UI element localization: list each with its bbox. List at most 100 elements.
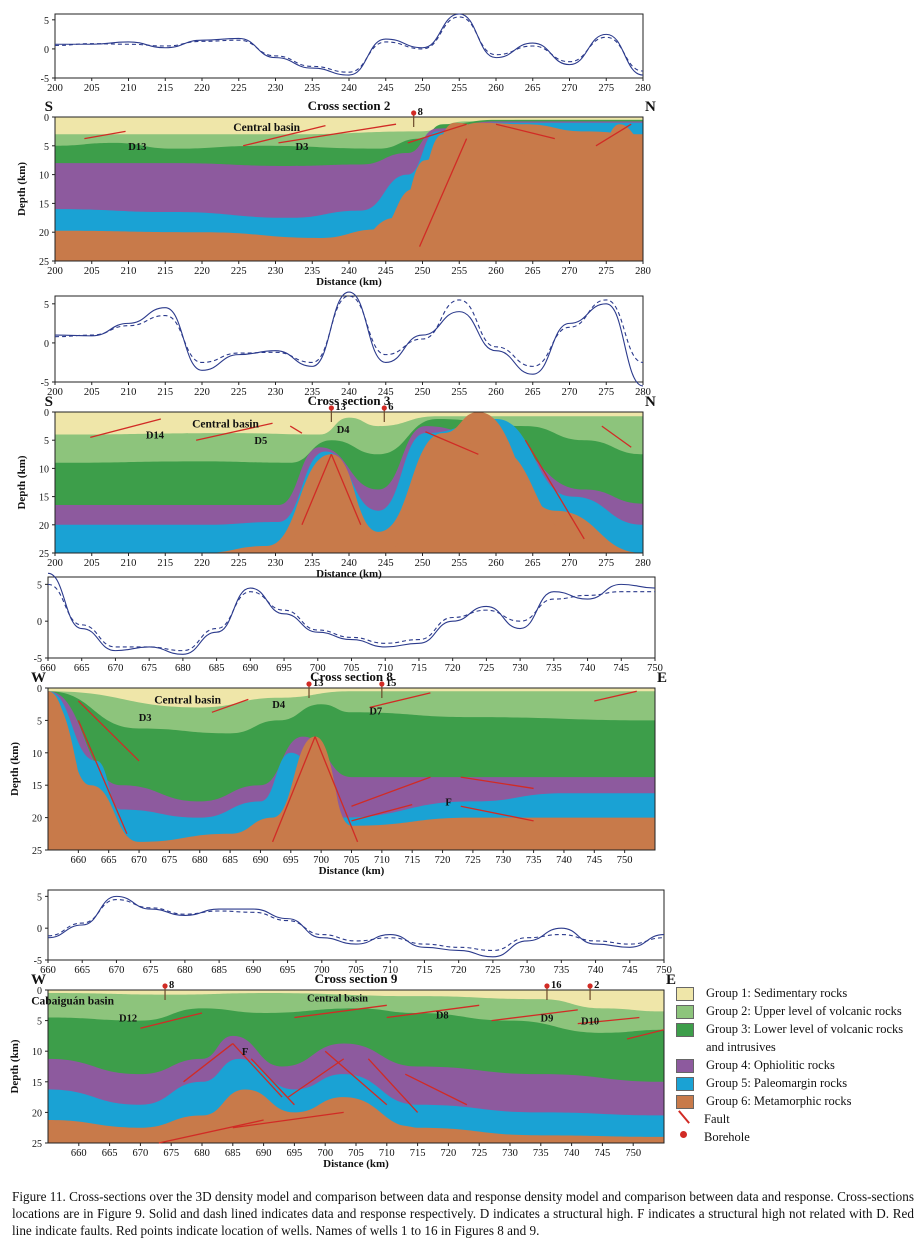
x-tick-label: 680	[175, 663, 191, 674]
y-tick-label: 0	[44, 45, 49, 56]
data-line	[47, 572, 656, 655]
x-tick-label: 280	[635, 387, 651, 398]
well-label: 15	[386, 678, 397, 689]
x-tick-label: 240	[341, 387, 357, 398]
fault-line	[626, 1029, 665, 1040]
distance-tick-label: 275	[598, 558, 614, 569]
distance-axis-label: Distance (km)	[316, 276, 382, 288]
fault-line	[351, 804, 413, 822]
distance-tick-label: 200	[47, 266, 63, 277]
distance-tick-label: 235	[304, 266, 320, 277]
distance-tick-label: 745	[586, 855, 602, 866]
fault-line	[404, 1073, 468, 1106]
x-tick-label: 215	[157, 387, 173, 398]
distance-tick-label: 725	[471, 1148, 487, 1159]
y-tick-label: 0	[37, 617, 42, 628]
direction-left: S	[45, 394, 53, 410]
x-tick-label: 210	[121, 387, 137, 398]
fault-line	[524, 439, 585, 540]
x-tick-label: 710	[377, 663, 393, 674]
x-tick-label: 710	[382, 965, 398, 976]
depth-tick-label: 5	[37, 716, 42, 727]
distance-tick-label: 710	[374, 855, 390, 866]
x-tick-label: 665	[74, 663, 90, 674]
fault-line	[314, 736, 359, 843]
section-label: Central basin	[192, 418, 259, 430]
depth-axis-label: Depth (km)	[16, 162, 28, 216]
x-tick-label: 720	[445, 663, 461, 674]
distance-tick-label: 730	[502, 1148, 518, 1159]
fault-line	[84, 130, 126, 140]
x-tick-label: 205	[84, 387, 100, 398]
x-tick-label: 745	[613, 663, 629, 674]
depth-tick-label: 0	[37, 986, 42, 997]
well-label: 13	[313, 678, 324, 689]
direction-left: S	[45, 99, 53, 115]
distance-tick-label: 700	[317, 1148, 333, 1159]
distance-tick-label: 675	[162, 855, 178, 866]
depth-tick-label: 20	[39, 228, 49, 239]
distance-tick-label: 245	[378, 266, 394, 277]
distance-tick-label: 275	[598, 266, 614, 277]
depth-tick-label: 15	[32, 781, 42, 792]
fault-line	[495, 123, 555, 140]
distance-tick-label: 750	[617, 855, 633, 866]
direction-right: E	[657, 670, 667, 686]
distance-tick-label: 680	[194, 1148, 210, 1159]
fault-line	[418, 138, 468, 247]
x-tick-label: 245	[378, 83, 394, 94]
data-line	[54, 291, 644, 387]
x-tick-label: 215	[157, 83, 173, 94]
layer-group6	[48, 1120, 664, 1143]
distance-tick-label: 745	[595, 1148, 611, 1159]
y-tick-label: -5	[41, 74, 49, 85]
x-tick-label: 265	[525, 83, 541, 94]
swatch-group2	[676, 1005, 694, 1019]
x-tick-label: 690	[245, 965, 261, 976]
distance-tick-label: 250	[415, 558, 431, 569]
x-tick-label: 260	[488, 83, 504, 94]
x-tick-label: 280	[635, 83, 651, 94]
y-tick-label: 0	[37, 924, 42, 935]
section-title: Cross section 2	[308, 98, 391, 113]
x-tick-label: 735	[546, 663, 562, 674]
direction-right: E	[666, 972, 676, 988]
section-label: D7	[369, 707, 382, 718]
distance-axis-label: Distance (km)	[323, 1158, 389, 1170]
section-label: F	[242, 1047, 248, 1058]
x-tick-label: 725	[479, 663, 495, 674]
well-label: 2	[594, 980, 599, 991]
section-label: D12	[119, 1014, 137, 1025]
distance-tick-label: 660	[71, 1148, 87, 1159]
section-title: Cross section 8	[310, 669, 393, 684]
distance-tick-label: 725	[465, 855, 481, 866]
borehole-marker	[328, 405, 334, 411]
distance-axis-label: Distance (km)	[319, 865, 385, 877]
depth-tick-label: 20	[32, 814, 42, 825]
legend-label: Group 4: Ophiolitic rocks	[706, 1058, 835, 1072]
fault-line	[577, 1016, 640, 1025]
fault-line	[330, 454, 362, 526]
y-tick-label: -5	[41, 378, 49, 389]
chart-frame	[47, 576, 656, 659]
x-tick-label: 730	[519, 965, 535, 976]
x-tick-label: 665	[74, 965, 90, 976]
legend-item: Borehole	[676, 1128, 923, 1146]
y-tick-label: 0	[44, 339, 49, 350]
fault-line	[232, 1043, 283, 1098]
distance-tick-label: 260	[488, 558, 504, 569]
fault-line	[324, 1050, 388, 1106]
depth-tick-label: 10	[39, 171, 49, 182]
depth-tick-label: 25	[32, 1139, 42, 1150]
distance-tick-label: 720	[435, 855, 451, 866]
fault-line	[158, 1119, 264, 1144]
swatch-group4	[676, 1059, 694, 1073]
x-tick-label: 660	[40, 663, 56, 674]
x-tick-label: 675	[143, 965, 159, 976]
depth-axis-label: Depth (km)	[9, 742, 21, 796]
distance-tick-label: 205	[84, 266, 100, 277]
depth-tick-label: 10	[39, 464, 49, 475]
